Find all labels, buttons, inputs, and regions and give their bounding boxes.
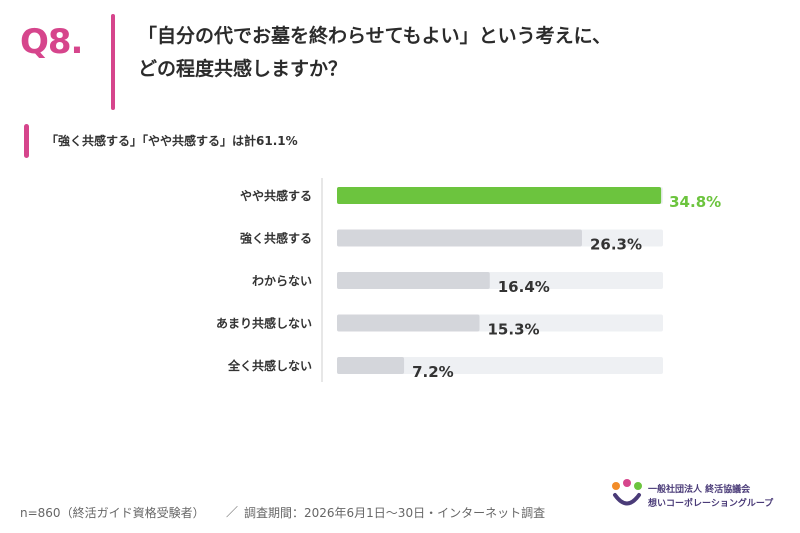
bar — [337, 314, 480, 332]
sample-size-note: n=860（終活ガイド資格受験者） — [20, 506, 205, 520]
bar — [337, 187, 662, 204]
question-text: 「自分の代でお墓を終わらせてもよい」という考えに、 どの程度共感しますか？ — [138, 20, 758, 86]
value-label: 34.8% — [669, 193, 721, 211]
summary-accent-bar — [24, 124, 29, 158]
logo-line-1: 一般社団法人 終活協議会 — [648, 485, 751, 495]
value-label: 26.3% — [590, 236, 642, 254]
question-divider — [111, 14, 115, 110]
logo-mark-icon — [612, 479, 642, 506]
value-label: 7.2% — [412, 363, 454, 381]
question-number: Q8. — [20, 22, 83, 62]
survey-period-note: 調査期間：2026年6月1日〜30日・インターネット調査 — [244, 506, 546, 520]
category-label: わからない — [252, 274, 312, 288]
question-line-1: 「自分の代でお墓を終わらせてもよい」という考えに、 — [138, 25, 612, 47]
summary-text: 「強く共感する」「やや共感する」は計61.1% — [46, 134, 298, 148]
category-label: あまり共感しない — [216, 316, 312, 331]
bar — [337, 272, 490, 289]
bar — [337, 357, 405, 374]
value-label: 16.4% — [498, 278, 550, 296]
logo-line-2: 想いコーポレーショングループ — [648, 499, 774, 509]
category-label: 強く共感する — [240, 231, 312, 246]
bar-track — [337, 357, 663, 374]
footer-separator: ／ — [226, 505, 239, 519]
question-line-2: どの程度共感しますか？ — [138, 58, 348, 80]
category-label: やや共感する — [240, 188, 312, 203]
organization-logo: 一般社団法人 終活協議会 想いコーポレーショングループ — [610, 474, 780, 518]
value-label: 15.3% — [488, 321, 540, 339]
bar — [337, 229, 582, 247]
category-label: 全く共感しない — [227, 358, 312, 373]
